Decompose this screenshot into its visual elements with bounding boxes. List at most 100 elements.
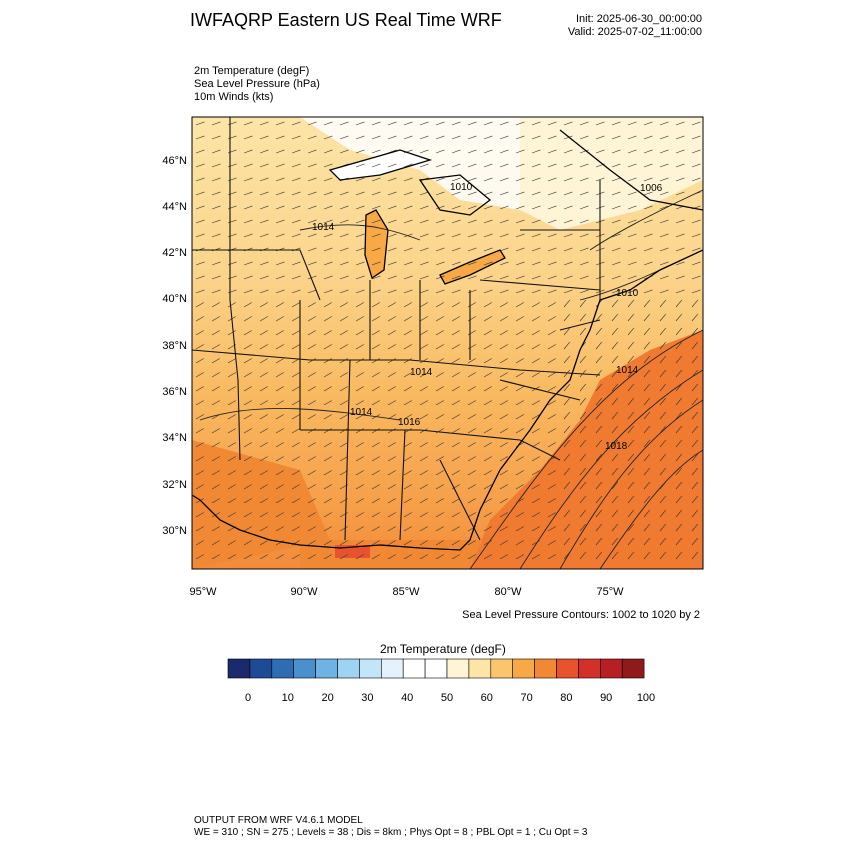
temperature-field xyxy=(192,117,703,569)
wind-barb xyxy=(291,121,301,126)
colorbar-label: 20 xyxy=(321,692,333,704)
wind-barb xyxy=(643,219,653,224)
wind-barb xyxy=(691,327,699,336)
wind-barb xyxy=(563,299,571,308)
wind-barb xyxy=(419,554,428,560)
wind-barb xyxy=(339,344,348,350)
wind-barb xyxy=(659,369,667,378)
wind-barb xyxy=(403,386,412,392)
wind-barb xyxy=(675,149,685,154)
wind-barb xyxy=(563,467,571,476)
wind-barb xyxy=(531,358,540,364)
wind-barb xyxy=(611,453,619,462)
wind-barb xyxy=(339,261,349,266)
wind-barb xyxy=(611,219,621,224)
wind-barb xyxy=(355,470,364,476)
wind-barb xyxy=(467,219,477,224)
wind-barb xyxy=(275,400,284,406)
wind-barb xyxy=(643,313,651,322)
wind-barb xyxy=(659,439,667,448)
wind-barb xyxy=(483,316,492,322)
wind-barb xyxy=(419,344,428,350)
wind-barb xyxy=(547,372,556,378)
wind-barb xyxy=(499,526,508,532)
lat-label: 40°N xyxy=(162,293,187,305)
wind-barb xyxy=(595,425,603,434)
wind-barb xyxy=(627,369,635,378)
wind-barb xyxy=(563,219,573,224)
wind-barb xyxy=(467,498,476,504)
wind-barb xyxy=(627,509,635,518)
wind-barb xyxy=(323,554,332,560)
wind-barb xyxy=(275,498,284,504)
wind-barb xyxy=(387,442,396,448)
wind-barb xyxy=(323,498,332,504)
wind-barb xyxy=(627,439,635,448)
wind-barb xyxy=(387,540,396,546)
wind-barb xyxy=(467,261,477,266)
wind-barb xyxy=(643,523,651,532)
wind-barb xyxy=(227,414,236,420)
wind-barb xyxy=(547,526,556,532)
wind-barb xyxy=(659,247,669,252)
wind-barb xyxy=(291,512,300,518)
wind-barb xyxy=(435,205,445,210)
wind-barb xyxy=(195,442,204,448)
wind-barbs xyxy=(195,121,701,560)
wind-barb xyxy=(243,498,252,504)
wind-barb xyxy=(387,386,396,392)
wind-barb xyxy=(659,135,669,140)
wind-barb xyxy=(387,428,396,434)
wind-barb xyxy=(691,495,699,504)
wind-barb xyxy=(691,481,699,490)
wind-barb xyxy=(451,191,461,196)
wind-barb xyxy=(419,205,429,210)
wind-barb xyxy=(691,369,699,378)
wind-barb xyxy=(227,512,236,518)
wind-barb xyxy=(323,512,332,518)
wind-barb xyxy=(531,484,540,490)
wind-barb xyxy=(195,163,205,168)
wind-barb xyxy=(403,177,413,182)
wind-barb xyxy=(451,554,460,560)
wind-barb xyxy=(259,344,268,350)
wind-barb xyxy=(499,261,509,266)
wind-barb xyxy=(387,554,396,560)
wind-barb xyxy=(371,512,380,518)
wind-barb xyxy=(579,551,587,560)
wind-barb xyxy=(531,247,541,252)
wind-barb xyxy=(515,302,524,308)
wind-barb xyxy=(483,191,493,196)
wind-barb xyxy=(419,135,429,140)
colorbar-swatch xyxy=(446,658,470,679)
wind-barb xyxy=(515,135,525,140)
wind-barb xyxy=(403,470,412,476)
wind-barb xyxy=(403,121,413,126)
wind-barb xyxy=(211,498,220,504)
wind-barb xyxy=(403,205,413,210)
wind-barb xyxy=(675,425,683,434)
wind-barb xyxy=(387,526,396,532)
colorbar-label: 60 xyxy=(481,692,493,704)
wind-barb xyxy=(275,372,284,378)
wind-barb xyxy=(451,177,461,182)
wind-barb xyxy=(275,163,285,168)
wind-barb xyxy=(451,456,460,462)
wind-barb xyxy=(627,523,635,532)
wind-barb xyxy=(531,275,541,280)
wind-barb xyxy=(291,330,300,336)
wind-barb xyxy=(195,470,204,476)
wind-barb xyxy=(355,442,364,448)
wind-barb xyxy=(339,330,348,336)
wind-barb xyxy=(579,149,589,154)
wind-barb xyxy=(259,470,268,476)
wind-barb xyxy=(339,149,349,154)
wind-barb xyxy=(643,537,651,546)
wind-barb xyxy=(579,289,589,294)
wind-barb xyxy=(275,135,285,140)
wind-barb xyxy=(611,523,619,532)
wind-barb xyxy=(451,400,460,406)
wind-barb xyxy=(611,439,619,448)
wind-barb xyxy=(387,191,397,196)
wind-barb xyxy=(515,512,524,518)
